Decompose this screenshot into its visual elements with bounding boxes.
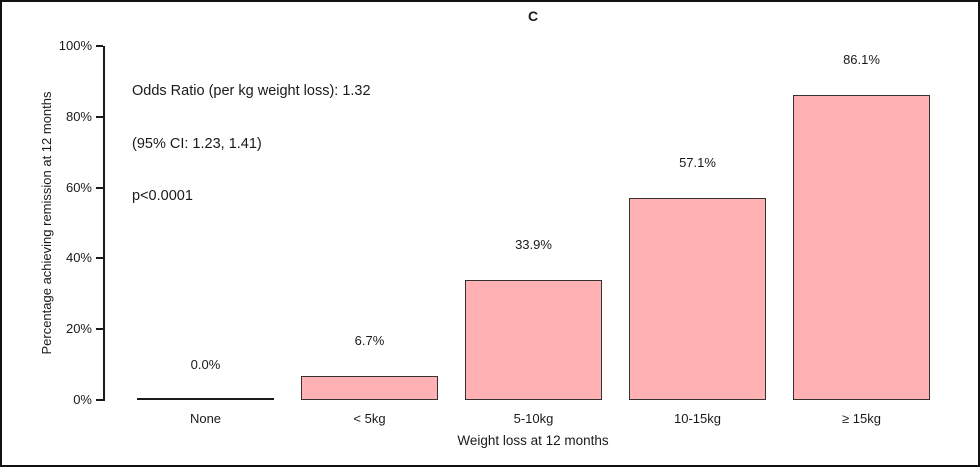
annotation-line-confidence-interval: (95% CI: 1.23, 1.41)	[132, 135, 262, 152]
bar	[629, 198, 766, 400]
bar	[465, 280, 602, 400]
y-axis-line	[103, 46, 105, 401]
y-tick	[96, 257, 103, 260]
x-category-label: None	[189, 411, 222, 426]
y-tick-label: 40%	[65, 250, 92, 266]
x-category-label: 10-15kg	[674, 411, 721, 426]
y-tick-label: 100%	[58, 38, 92, 53]
x-category-label: < 5kg	[353, 411, 386, 426]
bar	[793, 95, 930, 400]
panel-title: C	[527, 8, 539, 24]
y-tick	[96, 399, 103, 401]
bar-value-label: 0.0%	[190, 357, 221, 372]
bar-value-label: 33.9%	[515, 237, 552, 252]
bar	[137, 398, 274, 400]
annotation-line-p-value: p<0.0001	[132, 188, 193, 204]
y-tick	[96, 186, 103, 189]
bar-value-label: 86.1%	[843, 52, 880, 67]
x-category-label: 5-10kg	[513, 411, 554, 426]
bar-value-label: 6.7%	[354, 333, 385, 348]
x-axis-title: Weight loss at 12 months	[457, 433, 609, 448]
y-tick	[96, 328, 103, 331]
y-tick-label: 60%	[65, 179, 92, 195]
y-tick	[96, 115, 103, 118]
y-tick	[96, 45, 103, 47]
y-tick-label: 80%	[65, 108, 92, 124]
y-tick-label: 20%	[65, 321, 92, 337]
x-category-label: ≥ 15kg	[842, 411, 881, 426]
annotation-line-odds-ratio: Odds Ratio (per kg weight loss): 1.32	[132, 83, 371, 99]
y-tick-label: 0%	[73, 392, 92, 407]
bar	[301, 376, 438, 400]
bar-value-label: 57.1%	[679, 155, 716, 170]
stats-annotation: Odds Ratio (per kg weight loss): 1.32 (9…	[132, 48, 371, 241]
